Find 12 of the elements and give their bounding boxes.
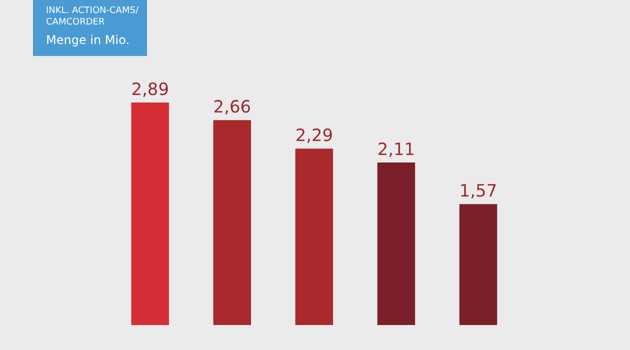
bar bbox=[131, 102, 169, 326]
text: INKL. ACTION-CAMS/ CAMCORDER bbox=[46, 6, 140, 28]
bar bbox=[377, 162, 416, 326]
bar bbox=[295, 148, 334, 326]
bar bbox=[213, 120, 252, 326]
data-label: 2,29 bbox=[295, 125, 334, 146]
data-label: 1,57 bbox=[459, 180, 498, 201]
data-label: 2,89 bbox=[131, 78, 169, 99]
data-label: 2,66 bbox=[213, 96, 252, 117]
bar bbox=[459, 204, 498, 326]
text: Menge in Mio. bbox=[46, 33, 130, 47]
data-label: 2,11 bbox=[377, 139, 416, 160]
